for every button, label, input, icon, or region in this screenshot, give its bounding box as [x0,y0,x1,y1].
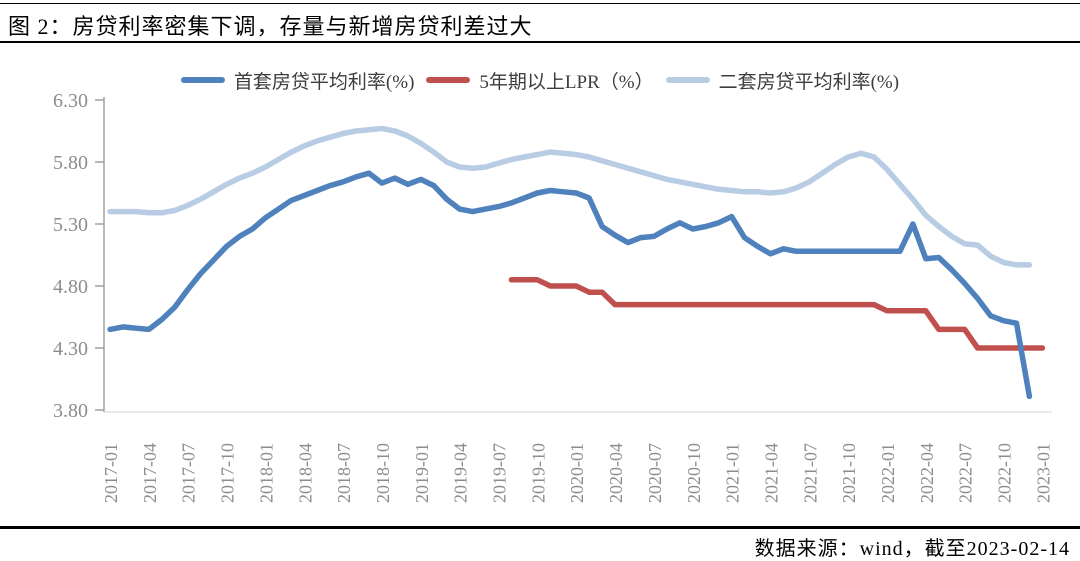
legend: 首套房贷平均利率(%) 5年期以上LPR（%） 二套房贷平均利率(%) [0,66,1080,94]
x-tick-label: 2020-01 [567,443,587,503]
x-tick-label: 2019-01 [412,443,432,503]
legend-item-first-home-rate: 首套房贷平均利率(%) [180,67,415,94]
x-tick-label: 2018-01 [256,443,276,503]
legend-label: 二套房贷平均利率(%) [718,71,900,93]
series-line-2 [107,125,1033,268]
legend-item-second-home-rate: 二套房贷平均利率(%) [665,67,900,94]
data-source-note: 数据来源：wind，截至2023-02-14 [754,538,1070,560]
x-tick-label: 2021-04 [761,443,781,503]
x-tick-label: 2017-01 [101,443,121,503]
x-tick-label: 2019-04 [451,443,471,503]
legend-label: 首套房贷平均利率(%) [233,71,415,93]
x-tick-label: 2023-01 [1033,443,1053,503]
x-tick-label: 2020-07 [645,443,665,503]
x-tick-label: 2018-10 [373,443,393,503]
x-tick-label: 2021-10 [839,443,859,503]
legend-line-swatch-icon [426,77,471,83]
y-tick-label: 4.30 [53,338,88,360]
x-tick-label: 2017-07 [179,443,199,503]
y-tick-label: 4.80 [53,276,88,298]
x-tick-label: 2022-07 [956,443,976,503]
x-tick-label: 2018-07 [334,443,354,503]
footer-rule [0,526,1080,529]
x-tick-label: 2018-04 [295,443,315,503]
x-tick-label: 2021-07 [800,443,820,503]
legend-item-lpr-5y: 5年期以上LPR（%） [426,67,654,94]
x-tick-label: 2020-04 [606,443,626,503]
legend-line-swatch-icon [180,77,225,83]
x-tick-label: 2017-04 [140,443,160,503]
legend-label: 5年期以上LPR（%） [479,71,654,93]
legend-line-swatch-icon [665,77,710,83]
x-tick-label: 2017-10 [218,443,238,503]
x-tick-label: 2019-07 [490,443,510,503]
series-line-0 [107,170,1033,400]
x-tick-label: 2022-10 [995,443,1015,503]
y-tick-label: 6.30 [53,90,88,112]
x-tick-label: 2022-01 [878,443,898,503]
title-underline-rule [0,41,1080,43]
x-tick-label: 2022-04 [917,443,937,503]
x-tick-label: 2019-10 [528,443,548,503]
y-tick-label: 5.80 [53,152,88,174]
y-tick-label: 5.30 [53,214,88,236]
page-title: 图 2：房贷利率密集下调，存量与新增房贷利差过大 [8,14,533,39]
top-border-rule [0,3,1080,4]
y-tick-label: 3.80 [53,400,88,422]
x-tick-label: 2021-01 [723,443,743,503]
x-tick-label: 2020-10 [684,443,704,503]
series-line-1 [508,277,1046,351]
